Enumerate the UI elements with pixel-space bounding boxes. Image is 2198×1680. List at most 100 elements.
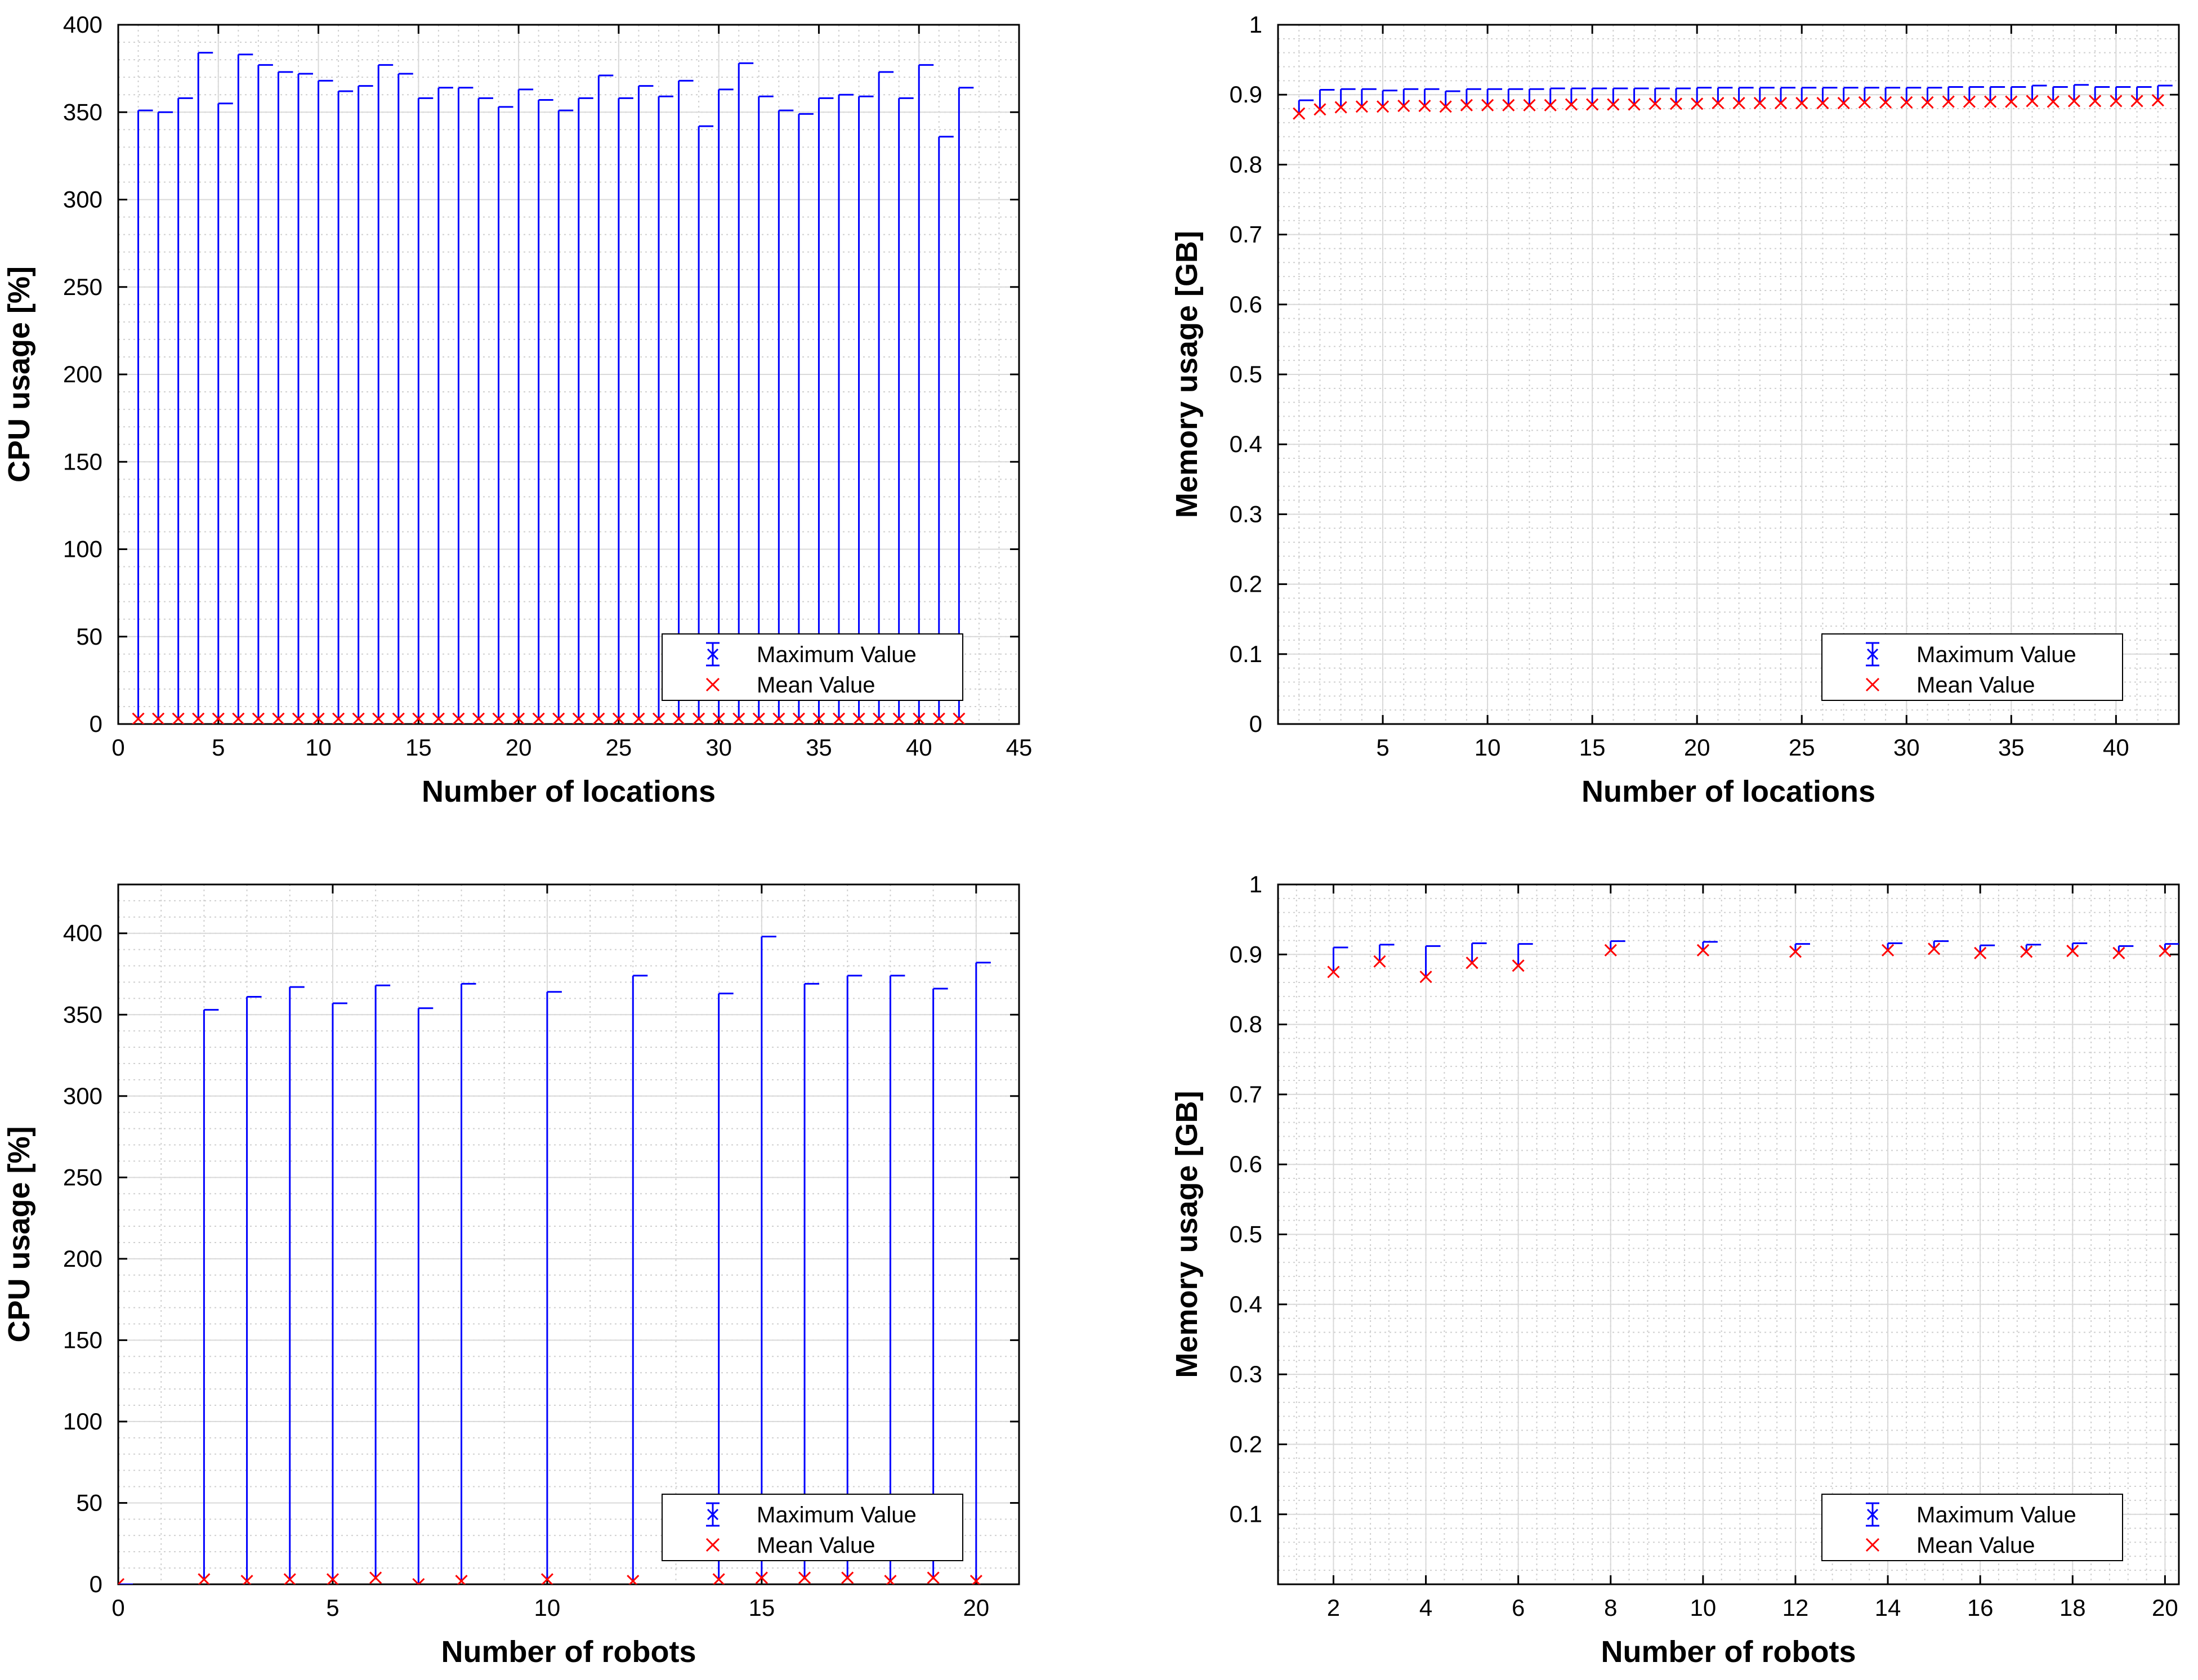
mean-value-marker (1373, 955, 1386, 968)
mean-marker-stroke (693, 712, 705, 724)
mean-value-marker (2005, 95, 2018, 108)
mean-value-marker (2159, 945, 2172, 958)
mean-marker-stroke (1293, 107, 1306, 120)
mean-marker-stroke (892, 712, 905, 724)
mean-value-marker (272, 712, 285, 724)
mean-marker-stroke (192, 712, 205, 724)
y-tick-label: 0.5 (1230, 1221, 1262, 1248)
mean-value-marker (2047, 95, 2059, 108)
mean-marker-stroke (392, 712, 405, 724)
mean-marker-stroke (2026, 95, 2039, 108)
y-tick-label: 50 (76, 1489, 102, 1516)
mean-value-marker (2066, 945, 2079, 958)
mean-value-marker (752, 712, 765, 724)
mean-marker-stroke (927, 1571, 940, 1584)
mean-marker-stroke (812, 712, 825, 724)
mean-marker-stroke (252, 712, 265, 724)
mean-marker-stroke (852, 712, 865, 724)
mean-marker-stroke (1837, 97, 1850, 110)
mean-marker-stroke (242, 1575, 253, 1584)
mean-value-marker (712, 712, 725, 724)
x-tick-label: 20 (2152, 1594, 2178, 1621)
mean-marker-stroke (1858, 96, 1871, 109)
mean-value-marker (732, 712, 745, 724)
mean-marker-stroke (652, 712, 665, 724)
mean-marker-stroke (1397, 100, 1410, 113)
mean-marker-stroke (1628, 98, 1641, 111)
mean-value-marker (326, 1573, 339, 1584)
grid (1277, 24, 2179, 725)
mean-marker-stroke (372, 712, 385, 724)
mean-value-marker (1376, 100, 1390, 113)
mean-value-marker (712, 1573, 725, 1584)
mean-marker-stroke (283, 1573, 296, 1584)
mean-value-marker (1984, 95, 1997, 108)
mean-value-marker (552, 712, 565, 724)
mean-value-marker (672, 712, 685, 724)
y-tick-label: 1 (1249, 871, 1262, 897)
mean-value-marker (412, 1578, 425, 1584)
mean-marker-stroke (2020, 945, 2033, 958)
y-tick-label: 250 (63, 274, 102, 300)
x-tick-label: 14 (1875, 1594, 1901, 1621)
mean-marker-stroke (2130, 95, 2143, 108)
mean-value-marker (2130, 95, 2143, 108)
mean-marker-stroke (212, 712, 225, 724)
x-tick-label: 16 (1967, 1594, 1994, 1621)
mean-value-marker (832, 712, 846, 724)
y-tick-label: 0.1 (1230, 1501, 1262, 1527)
mean-value-marker (332, 712, 345, 724)
mean-marker-stroke (1774, 97, 1788, 110)
mean-marker-stroke (1466, 957, 1478, 969)
mean-marker-stroke (1649, 97, 1661, 110)
mean-marker-stroke (772, 712, 785, 724)
mean-marker-stroke (2047, 95, 2059, 108)
mean-value-marker (118, 1578, 125, 1584)
y-tick-label: 250 (63, 1164, 102, 1190)
mean-marker-stroke (292, 712, 305, 724)
y-tick-label: 0.3 (1230, 1361, 1262, 1387)
mean-value-marker (1481, 99, 1494, 111)
mean-marker-stroke (752, 712, 765, 724)
mean-marker-stroke (592, 712, 605, 724)
mean-marker-stroke (272, 712, 285, 724)
y-tick-label: 0.6 (1230, 1151, 1262, 1177)
mean-marker-stroke (1565, 98, 1578, 111)
mean-marker-stroke (1879, 96, 1892, 109)
icon-stroke (707, 1508, 719, 1521)
mean-value-marker (873, 712, 886, 724)
mean-value-marker (1732, 97, 1745, 110)
mean-marker-stroke (118, 1578, 125, 1584)
y-tick-label: 200 (63, 361, 102, 387)
mean-value-marker (927, 1571, 940, 1584)
y-tick-label: 350 (63, 1001, 102, 1027)
mean-marker-stroke (953, 712, 966, 724)
mean-value-marker (792, 712, 805, 724)
mean-value-marker (1882, 944, 1895, 957)
y-tick-label: 300 (63, 1083, 102, 1109)
mean-value-marker (1419, 971, 1432, 984)
legend: Maximum Value Mean Value (1821, 1494, 2123, 1561)
mean-value-marker (252, 712, 265, 724)
mean-value-marker (892, 712, 905, 724)
icon-stroke (1866, 1508, 1879, 1521)
mean-marker-stroke (472, 712, 485, 724)
mean-marker-stroke (1502, 99, 1515, 111)
x-tick-label: 18 (2059, 1594, 2086, 1621)
mean-marker-stroke (1355, 100, 1368, 113)
mean-value-marker (693, 712, 705, 724)
mean-marker-stroke (628, 1575, 640, 1584)
mean-value-marker (2026, 95, 2039, 108)
x-tick-label: 30 (705, 734, 732, 761)
legend-label-mean: Mean Value (1916, 673, 2035, 698)
x-tick-label: 12 (1782, 1594, 1809, 1621)
mean-marker-stroke (798, 1571, 811, 1584)
mean-marker-stroke (2089, 95, 2102, 108)
ticks: 5 10 15 20 25 30 35 40 0 0.1 0.2 0.3 0.4 0.5 0.6 0.7 0.8… (1230, 11, 2179, 761)
mean-marker-stroke (971, 1575, 982, 1584)
y-tick-label: 300 (63, 186, 102, 213)
series-layer (132, 52, 974, 724)
x-tick-label: 10 (1690, 1594, 1717, 1621)
mean-value-marker (755, 1571, 768, 1584)
mean-value-marker (1696, 944, 1709, 957)
